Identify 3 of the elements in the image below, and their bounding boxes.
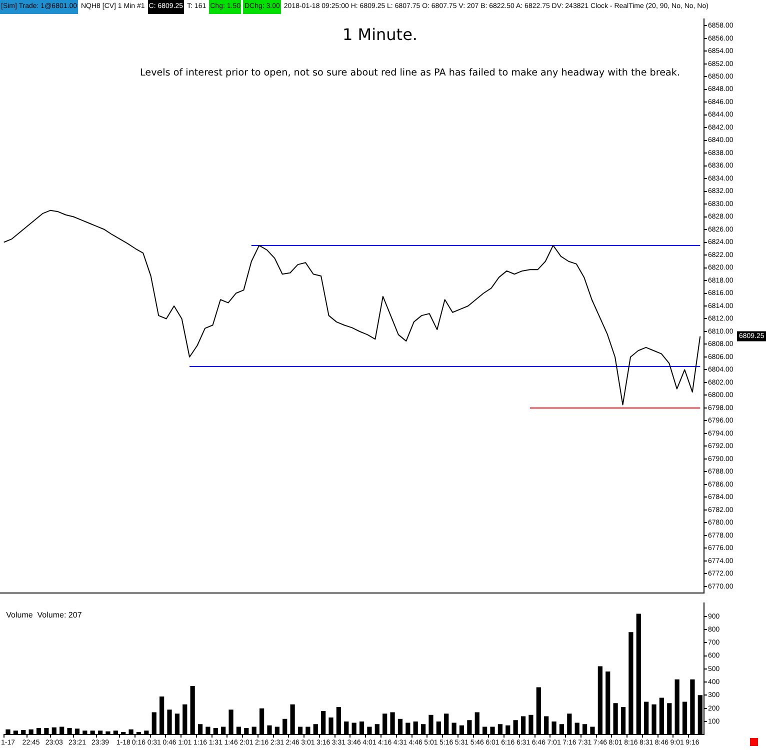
text: 1 Minute. (342, 25, 418, 44)
text: Levels of interest prior to open, not so sure about red line as PA has failed to make any headway with the break. (140, 67, 680, 78)
text: Volume Volume: 207 (6, 610, 82, 620)
